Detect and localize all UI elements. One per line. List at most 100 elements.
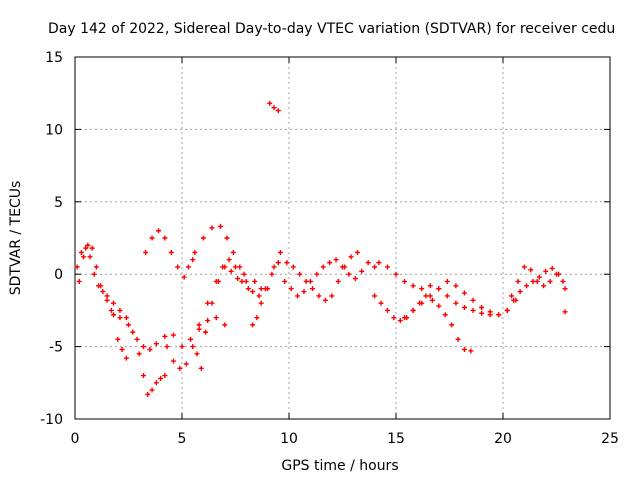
- y-tick-label: 5: [54, 195, 63, 211]
- data-point: [423, 293, 429, 299]
- data-point: [162, 235, 168, 241]
- data-point: [265, 286, 271, 292]
- data-point: [479, 310, 485, 316]
- x-tick-label: 0: [71, 431, 80, 447]
- data-point: [372, 264, 378, 270]
- data-point: [200, 235, 206, 241]
- data-point: [496, 312, 502, 318]
- data-point: [521, 264, 527, 270]
- data-point: [153, 380, 159, 386]
- data-point: [346, 271, 352, 277]
- data-point: [378, 300, 384, 306]
- data-point: [177, 365, 183, 371]
- data-point: [314, 271, 320, 277]
- data-point: [461, 346, 467, 352]
- data-point: [93, 264, 99, 270]
- data-point: [185, 264, 191, 270]
- data-point: [327, 260, 333, 266]
- data-point: [455, 336, 461, 342]
- data-point: [354, 249, 360, 255]
- data-points: [74, 100, 568, 397]
- data-point: [74, 264, 80, 270]
- data-point: [487, 309, 493, 315]
- data-point: [528, 267, 534, 273]
- data-point: [282, 278, 288, 284]
- data-point: [444, 293, 450, 299]
- data-point: [307, 278, 313, 284]
- data-point: [453, 283, 459, 289]
- data-point: [222, 264, 228, 270]
- data-point: [143, 249, 149, 255]
- data-point: [436, 303, 442, 309]
- data-point: [239, 278, 245, 284]
- data-point: [209, 225, 215, 231]
- data-point: [549, 265, 555, 271]
- data-point: [402, 315, 408, 321]
- data-point: [402, 278, 408, 284]
- data-point: [226, 257, 232, 263]
- data-point: [275, 260, 281, 266]
- data-point: [218, 223, 224, 229]
- data-point: [397, 318, 403, 324]
- data-point: [215, 278, 221, 284]
- data-point: [258, 286, 264, 292]
- data-point: [541, 283, 547, 289]
- data-point: [547, 278, 553, 284]
- data-point: [284, 260, 290, 266]
- data-point: [560, 278, 566, 284]
- data-point: [310, 286, 316, 292]
- data-point: [100, 289, 106, 295]
- data-point: [147, 346, 153, 352]
- data-point: [468, 348, 474, 354]
- data-point: [87, 254, 93, 260]
- x-tick-label: 25: [601, 431, 619, 447]
- data-point: [162, 333, 168, 339]
- data-point: [83, 245, 89, 251]
- data-point: [534, 278, 540, 284]
- data-point: [429, 297, 435, 303]
- data-point: [536, 274, 542, 280]
- data-point: [108, 307, 114, 313]
- data-point: [556, 271, 562, 277]
- data-point: [241, 271, 247, 277]
- data-point: [524, 283, 530, 289]
- data-point: [391, 315, 397, 321]
- data-point: [479, 305, 485, 311]
- x-tick-label: 5: [178, 431, 187, 447]
- data-point: [427, 283, 433, 289]
- data-point: [250, 322, 256, 328]
- y-tick-label: 10: [45, 122, 63, 138]
- data-point: [196, 322, 202, 328]
- data-point: [192, 249, 198, 255]
- data-point: [562, 286, 568, 292]
- data-point: [333, 257, 339, 263]
- data-point: [111, 300, 117, 306]
- data-point: [419, 300, 425, 306]
- data-point: [117, 315, 123, 321]
- data-point: [115, 336, 121, 342]
- data-point: [170, 358, 176, 364]
- data-point: [297, 271, 303, 277]
- data-point: [222, 322, 228, 328]
- data-point: [190, 344, 196, 350]
- data-point: [188, 336, 194, 342]
- data-point: [149, 387, 155, 393]
- x-tick-label: 10: [280, 431, 298, 447]
- axis-ticks: 0 5 10 15 20 25 -10 -5 0 5 10 15: [40, 50, 619, 447]
- data-point: [410, 283, 416, 289]
- data-point: [81, 254, 87, 260]
- data-point: [442, 312, 448, 318]
- data-point: [365, 260, 371, 266]
- data-point: [153, 341, 159, 347]
- data-point: [196, 326, 202, 332]
- data-point: [130, 329, 136, 335]
- data-point: [224, 235, 230, 241]
- data-point: [322, 297, 328, 303]
- data-point: [145, 391, 151, 397]
- data-point: [252, 278, 258, 284]
- data-point: [453, 300, 459, 306]
- y-axis-label: SDTVAR / TECUs: [8, 181, 24, 296]
- data-point: [136, 351, 142, 357]
- data-point: [140, 373, 146, 379]
- data-point: [384, 307, 390, 313]
